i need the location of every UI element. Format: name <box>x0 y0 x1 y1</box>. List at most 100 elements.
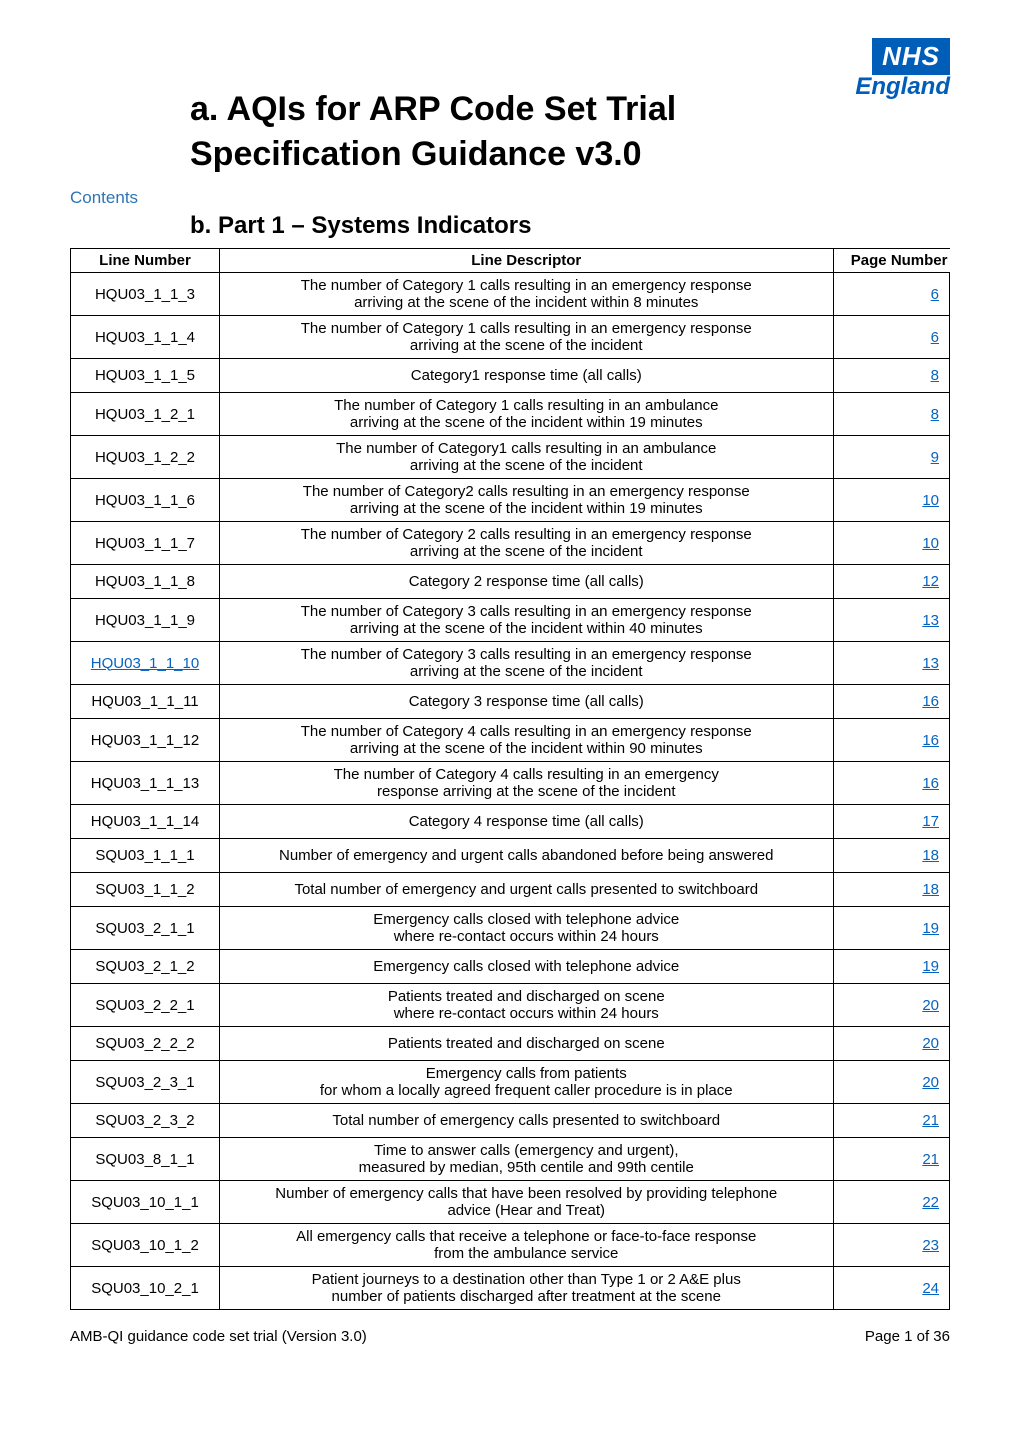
page-footer: AMB-QI guidance code set trial (Version … <box>70 1328 950 1345</box>
page-number-link[interactable]: 18 <box>833 873 950 907</box>
line-number-cell: SQU03_2_2_2 <box>71 1027 220 1061</box>
page-number-link[interactable]: 21 <box>833 1138 950 1181</box>
header-page-number: Page Number <box>833 249 950 273</box>
footer-right: Page 1 of 36 <box>865 1328 950 1345</box>
table-row: SQU03_2_1_2Emergency calls closed with t… <box>71 950 950 984</box>
line-number-cell: SQU03_1_1_2 <box>71 873 220 907</box>
line-number-cell: HQU03_1_2_1 <box>71 393 220 436</box>
descriptor-cell: Category1 response time (all calls) <box>220 359 834 393</box>
table-row: SQU03_1_1_2Total number of emergency and… <box>71 873 950 907</box>
descriptor-cell: Time to answer calls (emergency and urge… <box>220 1138 834 1181</box>
page-number-link[interactable]: 10 <box>833 479 950 522</box>
line-number-cell: SQU03_10_1_2 <box>71 1224 220 1267</box>
header-line-descriptor: Line Descriptor <box>220 249 834 273</box>
descriptor-cell: Category 4 response time (all calls) <box>220 805 834 839</box>
line-number-cell: HQU03_1_1_4 <box>71 316 220 359</box>
table-header-row: Line Number Line Descriptor Page Number <box>71 249 950 273</box>
footer-left: AMB-QI guidance code set trial (Version … <box>70 1328 367 1345</box>
page-number-link[interactable]: 8 <box>833 359 950 393</box>
page-number-link[interactable]: 16 <box>833 762 950 805</box>
page-number-link[interactable]: 24 <box>833 1267 950 1310</box>
descriptor-cell: The number of Category 4 calls resulting… <box>220 762 834 805</box>
page-number-link[interactable]: 18 <box>833 839 950 873</box>
descriptor-cell: The number of Category 3 calls resulting… <box>220 599 834 642</box>
page-number-link[interactable]: 20 <box>833 984 950 1027</box>
descriptor-cell: The number of Category 2 calls resulting… <box>220 522 834 565</box>
descriptor-cell: Patients treated and discharged on scene <box>220 1027 834 1061</box>
descriptor-cell: Emergency calls from patientsfor whom a … <box>220 1061 834 1104</box>
title-block: a. AQIs for ARP Code Set Trial Specifica… <box>190 90 950 174</box>
document-page: NHS England a. AQIs for ARP Code Set Tri… <box>0 0 1020 1385</box>
line-number-cell: HQU03_1_1_12 <box>71 719 220 762</box>
descriptor-cell: The number of Category 1 calls resulting… <box>220 316 834 359</box>
descriptor-cell: Patient journeys to a destination other … <box>220 1267 834 1310</box>
descriptor-cell: Category 2 response time (all calls) <box>220 565 834 599</box>
line-number-cell: HQU03_1_1_14 <box>71 805 220 839</box>
line-number-cell: SQU03_10_2_1 <box>71 1267 220 1310</box>
table-row: SQU03_10_1_2All emergency calls that rec… <box>71 1224 950 1267</box>
descriptor-cell: The number of Category 1 calls resulting… <box>220 393 834 436</box>
descriptor-cell: All emergency calls that receive a telep… <box>220 1224 834 1267</box>
line-number-cell: HQU03_1_1_11 <box>71 685 220 719</box>
table-row: HQU03_1_1_11Category 3 response time (al… <box>71 685 950 719</box>
page-number-link[interactable]: 9 <box>833 436 950 479</box>
table-row: HQU03_1_1_6The number of Category2 calls… <box>71 479 950 522</box>
line-number-cell: HQU03_1_1_7 <box>71 522 220 565</box>
table-row: HQU03_1_2_1The number of Category 1 call… <box>71 393 950 436</box>
line-number-cell: HQU03_1_1_3 <box>71 273 220 316</box>
page-number-link[interactable]: 12 <box>833 565 950 599</box>
line-number-cell: HQU03_1_1_8 <box>71 565 220 599</box>
page-number-link[interactable]: 8 <box>833 393 950 436</box>
title-line-2: Specification Guidance v3.0 <box>190 135 950 174</box>
page-number-link[interactable]: 16 <box>833 685 950 719</box>
descriptor-cell: Emergency calls closed with telephone ad… <box>220 950 834 984</box>
descriptor-cell: The number of Category 1 calls resulting… <box>220 273 834 316</box>
page-number-link[interactable]: 21 <box>833 1104 950 1138</box>
page-number-link[interactable]: 13 <box>833 599 950 642</box>
table-row: SQU03_2_3_1Emergency calls from patients… <box>71 1061 950 1104</box>
table-row: SQU03_2_2_1Patients treated and discharg… <box>71 984 950 1027</box>
page-number-link[interactable]: 6 <box>833 316 950 359</box>
descriptor-cell: Emergency calls closed with telephone ad… <box>220 907 834 950</box>
table-row: HQU03_1_1_4The number of Category 1 call… <box>71 316 950 359</box>
line-number-cell: HQU03_1_1_9 <box>71 599 220 642</box>
line-number-cell: HQU03_1_1_5 <box>71 359 220 393</box>
page-number-link[interactable]: 20 <box>833 1061 950 1104</box>
table-row: HQU03_1_1_10The number of Category 3 cal… <box>71 642 950 685</box>
table-row: HQU03_1_1_3The number of Category 1 call… <box>71 273 950 316</box>
line-number-cell[interactable]: HQU03_1_1_10 <box>71 642 220 685</box>
table-row: SQU03_2_2_2Patients treated and discharg… <box>71 1027 950 1061</box>
line-number-cell: SQU03_10_1_1 <box>71 1181 220 1224</box>
page-number-link[interactable]: 10 <box>833 522 950 565</box>
page-number-link[interactable]: 16 <box>833 719 950 762</box>
page-number-link[interactable]: 19 <box>833 950 950 984</box>
descriptor-cell: The number of Category 3 calls resulting… <box>220 642 834 685</box>
table-row: HQU03_1_1_14Category 4 response time (al… <box>71 805 950 839</box>
nhs-logo-mark: NHS <box>872 38 950 75</box>
descriptor-cell: Patients treated and discharged on scene… <box>220 984 834 1027</box>
page-number-link[interactable]: 23 <box>833 1224 950 1267</box>
line-number-cell: SQU03_2_1_1 <box>71 907 220 950</box>
page-number-link[interactable]: 19 <box>833 907 950 950</box>
table-row: SQU03_10_2_1Patient journeys to a destin… <box>71 1267 950 1310</box>
line-number-cell: SQU03_2_2_1 <box>71 984 220 1027</box>
part-heading: b. Part 1 – Systems Indicators <box>190 212 950 240</box>
page-number-link[interactable]: 17 <box>833 805 950 839</box>
line-number-cell: HQU03_1_1_6 <box>71 479 220 522</box>
table-row: SQU03_8_1_1Time to answer calls (emergen… <box>71 1138 950 1181</box>
descriptor-cell: Total number of emergency calls presente… <box>220 1104 834 1138</box>
line-number-cell: SQU03_1_1_1 <box>71 839 220 873</box>
line-number-cell: SQU03_2_1_2 <box>71 950 220 984</box>
table-row: SQU03_2_1_1Emergency calls closed with t… <box>71 907 950 950</box>
page-number-link[interactable]: 13 <box>833 642 950 685</box>
page-number-link[interactable]: 6 <box>833 273 950 316</box>
table-row: HQU03_1_1_8Category 2 response time (all… <box>71 565 950 599</box>
descriptor-cell: Number of emergency and urgent calls aba… <box>220 839 834 873</box>
table-row: HQU03_1_1_5Category1 response time (all … <box>71 359 950 393</box>
table-row: SQU03_10_1_1Number of emergency calls th… <box>71 1181 950 1224</box>
page-number-link[interactable]: 20 <box>833 1027 950 1061</box>
page-number-link[interactable]: 22 <box>833 1181 950 1224</box>
descriptor-cell: Number of emergency calls that have been… <box>220 1181 834 1224</box>
descriptor-cell: The number of Category2 calls resulting … <box>220 479 834 522</box>
descriptor-cell: Total number of emergency and urgent cal… <box>220 873 834 907</box>
